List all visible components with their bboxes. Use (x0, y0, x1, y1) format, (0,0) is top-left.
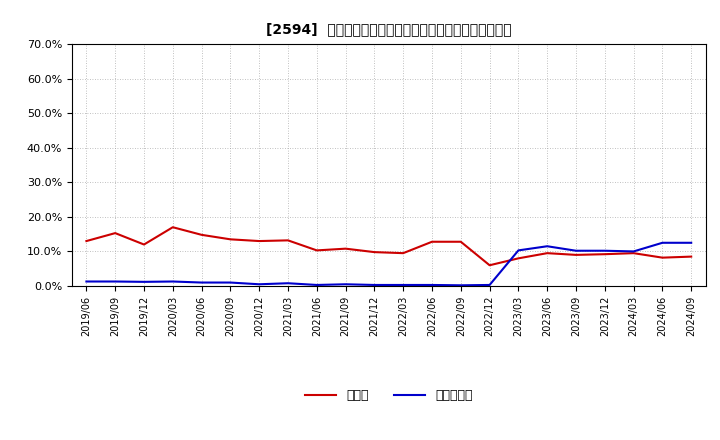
有利子負債 (255, 282, 264, 287)
有利子負債 (140, 279, 148, 285)
現須金 (629, 250, 638, 256)
現須金 (456, 239, 465, 244)
現須金 (168, 224, 177, 230)
現須金 (485, 263, 494, 268)
現須金 (572, 252, 580, 257)
現須金 (543, 250, 552, 256)
有利子負債 (111, 279, 120, 284)
有利子負債 (629, 249, 638, 254)
有利子負債 (543, 244, 552, 249)
現須金 (514, 256, 523, 261)
現須金 (658, 255, 667, 260)
現須金 (82, 238, 91, 244)
有利子負債 (226, 280, 235, 285)
Line: 現須金: 現須金 (86, 227, 691, 265)
現須金 (226, 237, 235, 242)
有利子負債 (687, 240, 696, 246)
有利子負債 (399, 282, 408, 288)
有利子負債 (428, 282, 436, 288)
有利子負債 (572, 248, 580, 253)
Line: 有利子負債: 有利子負債 (86, 243, 691, 285)
有利子負債 (514, 248, 523, 253)
現須金 (370, 249, 379, 255)
現須金 (399, 250, 408, 256)
現須金 (341, 246, 350, 251)
有利子負債 (370, 282, 379, 288)
現須金 (140, 242, 148, 247)
現須金 (255, 238, 264, 244)
現須金 (687, 254, 696, 259)
有利子負債 (82, 279, 91, 284)
有利子負債 (197, 280, 206, 285)
現須金 (197, 232, 206, 238)
有利子負債 (485, 282, 494, 288)
有利子負債 (456, 282, 465, 288)
現須金 (111, 231, 120, 236)
有利子負債 (658, 240, 667, 246)
有利子負債 (312, 282, 321, 288)
Title: [2594]  現預金、有利子負債の総資産に対する比率の推移: [2594] 現預金、有利子負債の総資産に対する比率の推移 (266, 22, 512, 36)
有利子負債 (284, 281, 292, 286)
現須金 (312, 248, 321, 253)
有利子負債 (341, 282, 350, 287)
有利子負債 (168, 279, 177, 284)
現須金 (600, 252, 609, 257)
現須金 (428, 239, 436, 244)
現須金 (284, 238, 292, 243)
Legend: 現須金, 有利子負債: 現須金, 有利子負債 (300, 384, 477, 407)
有利子負債 (600, 248, 609, 253)
